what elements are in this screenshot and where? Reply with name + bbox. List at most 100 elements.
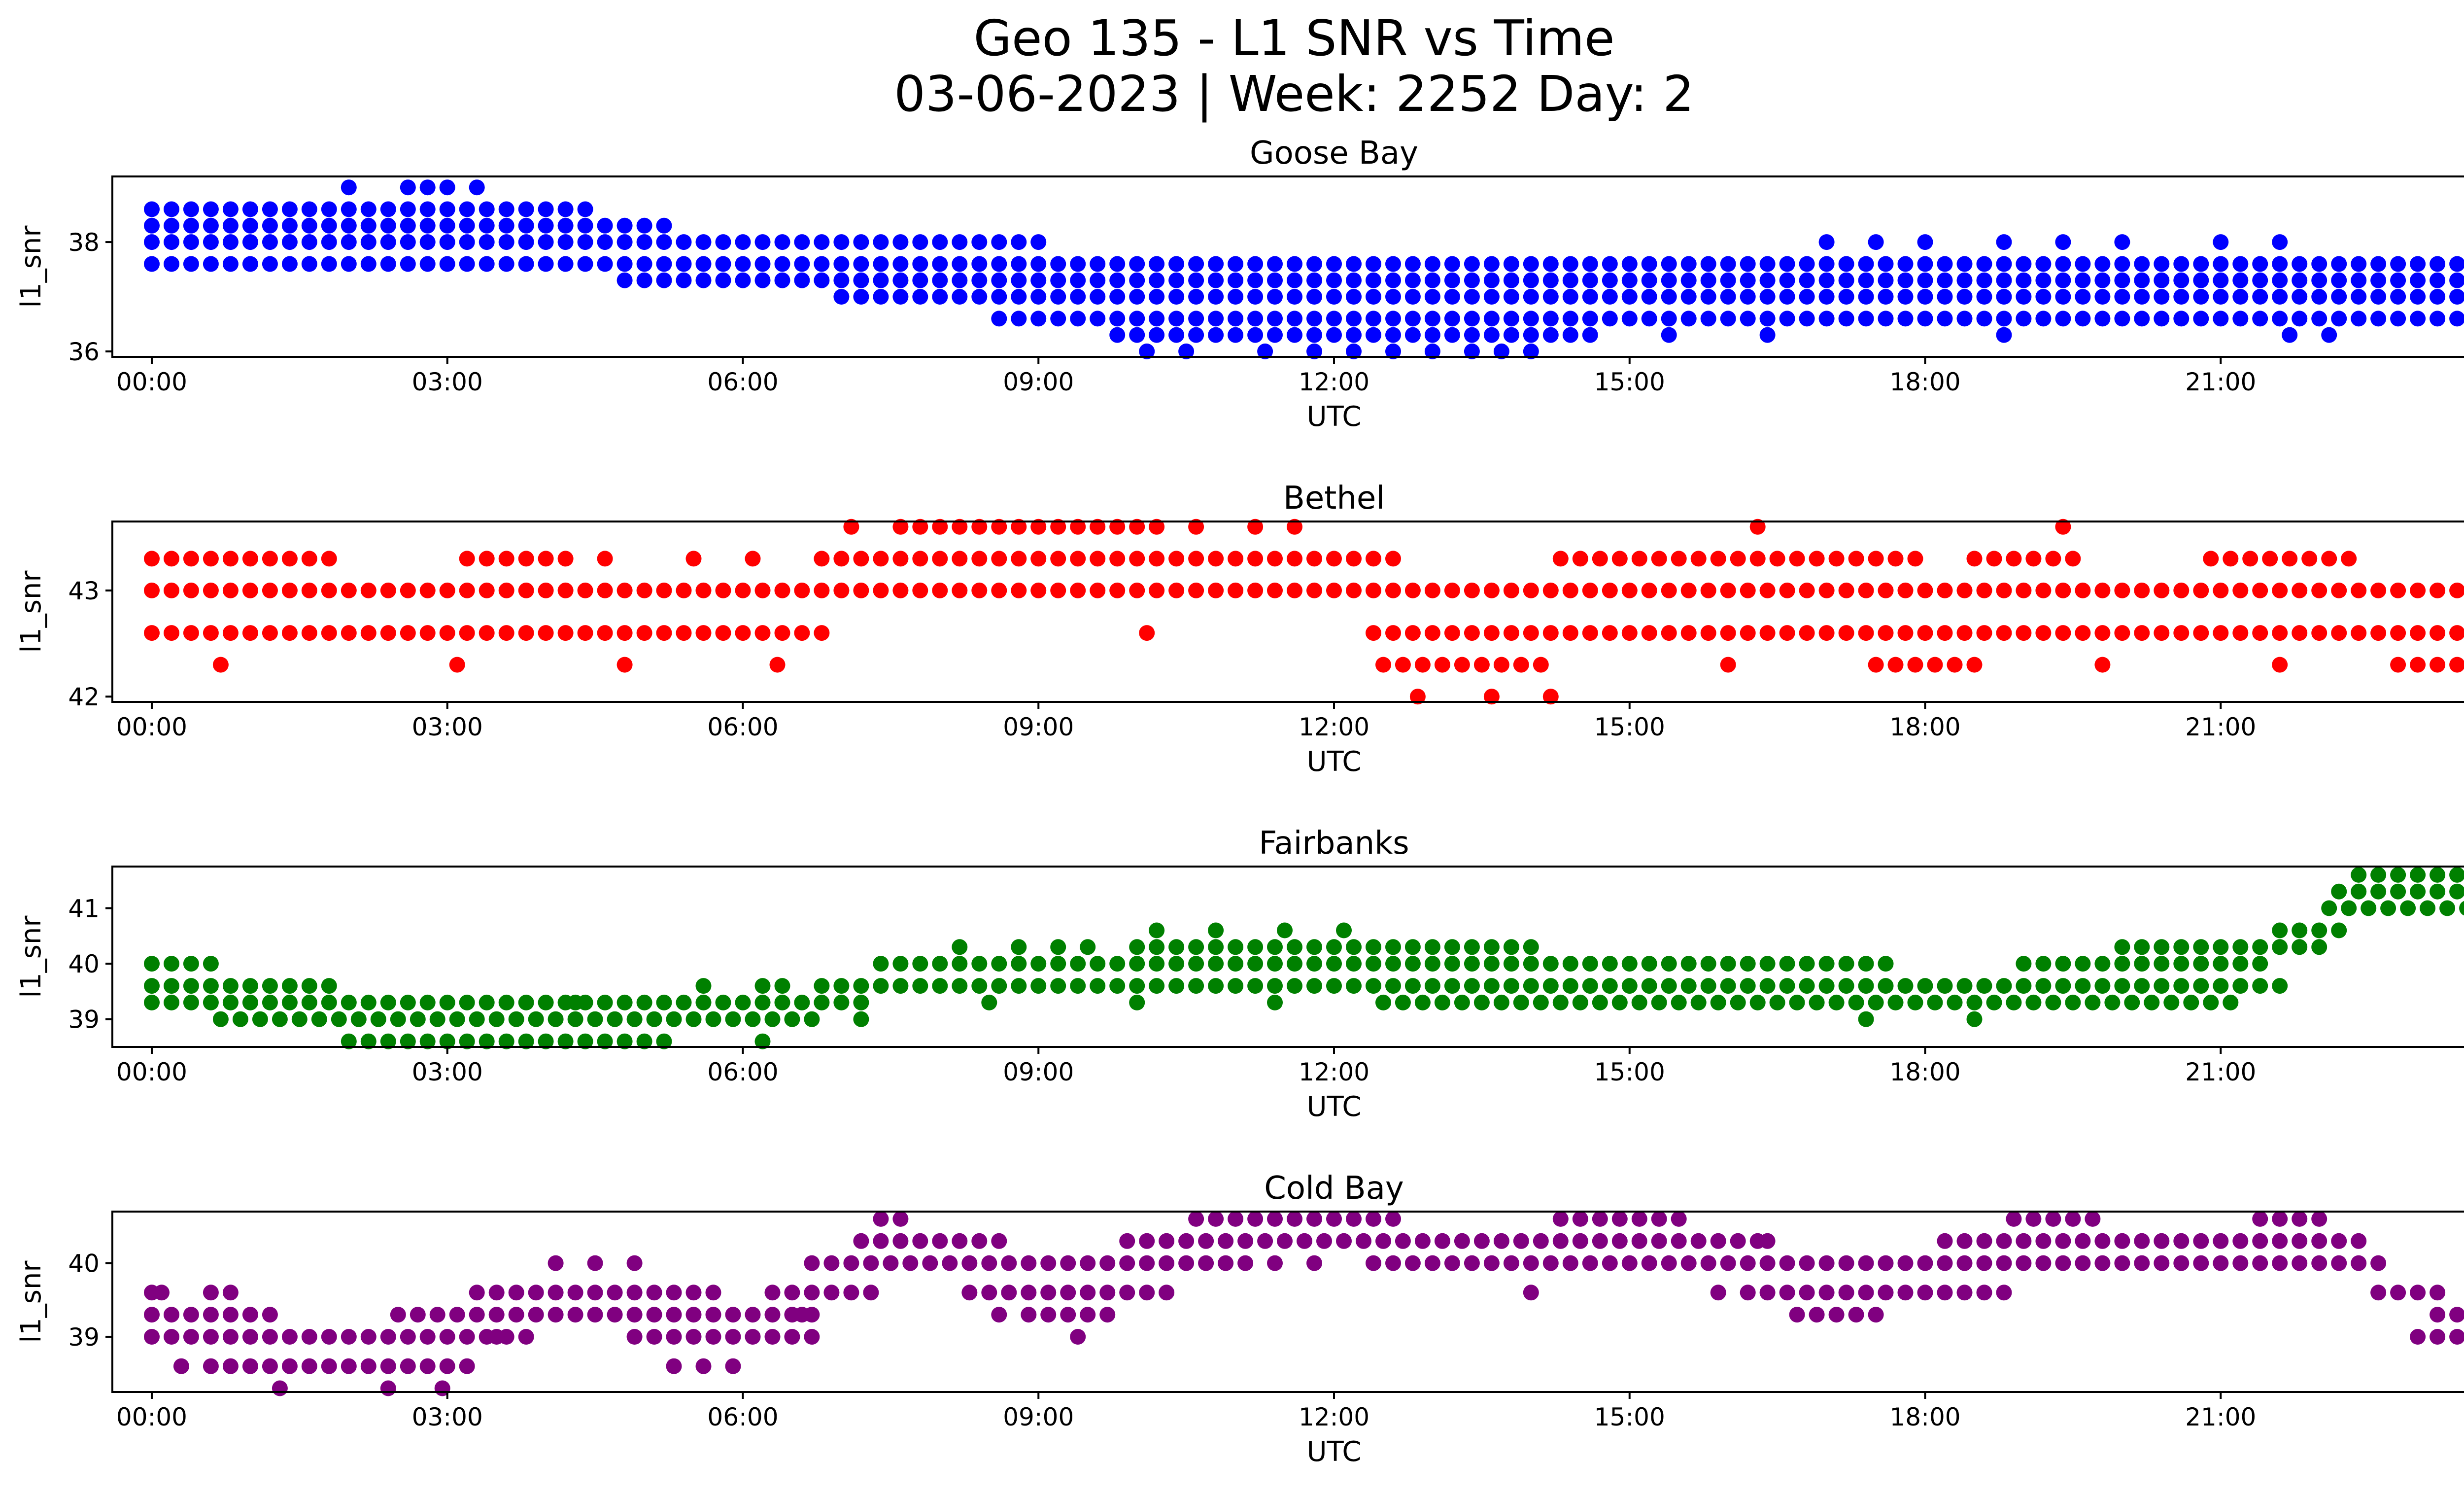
data-point [1542,978,1559,994]
data-point [2193,978,2209,994]
data-point [183,551,199,567]
data-point [2075,978,2091,994]
data-point [2449,867,2464,883]
data-point [577,201,593,217]
data-point [1878,272,1894,288]
data-point [725,1307,741,1323]
data-point [1749,551,1766,567]
data-point [2193,256,2209,272]
data-point [2075,582,2091,598]
data-point [676,582,692,598]
data-point [2390,582,2406,598]
data-point [1503,956,1519,972]
data-point [439,179,455,196]
data-point [1759,1285,1776,1301]
data-point [695,256,712,272]
data-point [311,1011,327,1027]
data-point [1366,1211,1381,1227]
data-point [410,1011,426,1027]
data-point [360,201,376,217]
data-point [1385,978,1401,994]
data-point [1228,551,1244,567]
data-point [2016,272,2032,288]
x-tick-label: 12:00 [1299,1058,1369,1086]
data-point [183,978,199,994]
data-point [419,1329,436,1345]
data-point [479,256,495,272]
data-point [1986,551,2002,567]
data-point [1139,1285,1155,1301]
data-point [1464,272,1480,288]
data-point [1208,582,1224,598]
data-point [774,256,790,272]
x-tick-label: 18:00 [1889,368,1960,396]
data-point [252,1011,268,1027]
data-point [1306,327,1322,343]
y-tick-label: 39 [68,1006,100,1034]
data-point [1139,1255,1155,1271]
data-point [892,1211,909,1227]
data-point [1542,956,1559,972]
data-point [912,519,928,535]
data-point [1149,256,1165,272]
data-point [1779,956,1795,972]
data-point [1385,311,1401,327]
data-point [2390,311,2406,327]
data-point [439,1033,455,1049]
data-point [1346,939,1362,955]
data-point [390,1011,406,1027]
data-point [1602,311,1618,327]
data-point [1228,582,1244,598]
data-point [1661,272,1677,288]
x-tick-label: 06:00 [707,1403,778,1431]
data-point [557,625,574,641]
data-point [1562,311,1578,327]
data-point [1887,994,1904,1010]
data-point [1366,551,1381,567]
data-point [1011,234,1027,250]
data-point [1404,289,1421,305]
data-point [479,625,495,641]
data-point [2134,272,2150,288]
data-point [1109,978,1126,994]
data-point [1385,956,1401,972]
data-point [843,519,859,535]
x-tick-label: 03:00 [412,713,483,741]
data-point [400,256,416,272]
data-point [301,201,317,217]
data-point [419,1033,436,1049]
data-point [469,179,485,196]
data-point [1306,289,1322,305]
data-point [538,234,554,250]
y-tick-label: 36 [68,338,100,366]
data-point [1483,311,1500,327]
data-point [400,1358,416,1374]
data-point [1838,956,1854,972]
data-point [1631,994,1647,1010]
data-point [341,201,357,217]
y-axis-label: l1_snr [15,570,47,653]
data-point [1090,519,1106,535]
data-point [1149,311,1165,327]
data-point [557,582,574,598]
data-point [2114,256,2130,272]
data-point [833,978,850,994]
data-point [873,1233,889,1249]
data-point [1937,582,1953,598]
data-point [1582,956,1598,972]
data-point [1582,1255,1598,1271]
data-point [1513,994,1529,1010]
data-point [2134,956,2150,972]
data-point [1473,994,1490,1010]
data-point [164,551,179,567]
data-point [360,994,376,1010]
data-point [745,551,761,567]
data-point [912,1233,928,1249]
data-point [1976,1233,1992,1249]
data-point [2311,1233,2327,1249]
data-point [518,217,534,234]
data-point [1730,551,1746,567]
data-point [823,1285,840,1301]
data-point [1956,311,1973,327]
